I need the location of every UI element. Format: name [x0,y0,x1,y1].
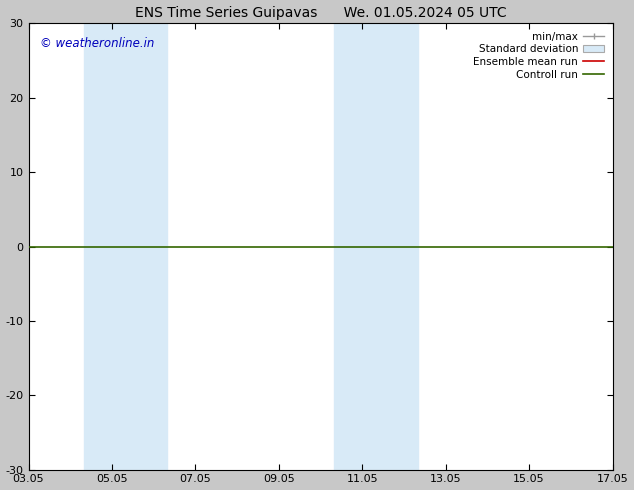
Bar [334,24,418,469]
Text: © weatheronline.in: © weatheronline.in [40,37,155,50]
Title: ENS Time Series Guipavas      We. 01.05.2024 05 UTC: ENS Time Series Guipavas We. 01.05.2024 … [135,5,507,20]
Bar [84,24,167,469]
Legend: min/max, Standard deviation, Ensemble mean run, Controll run: min/max, Standard deviation, Ensemble me… [470,29,607,83]
